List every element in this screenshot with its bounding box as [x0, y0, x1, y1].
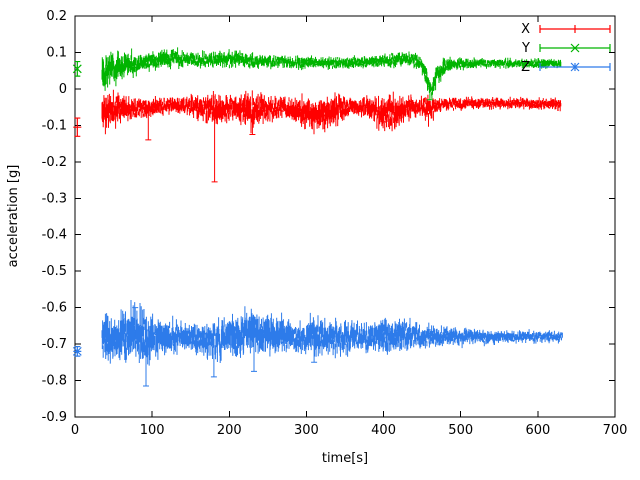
legend-sample-Z — [539, 62, 611, 72]
y-tick-label: 0.2 — [46, 9, 67, 24]
series-Z-spike — [143, 336, 149, 387]
y-tick-label: -0.3 — [42, 191, 67, 206]
series-X-start-point — [73, 117, 82, 137]
series-Y-band — [101, 47, 562, 99]
x-tick-label: 100 — [140, 423, 165, 438]
x-axis-title: time[s] — [322, 451, 368, 466]
series-Y-spike — [426, 88, 433, 101]
series-X-spike — [249, 110, 256, 135]
x-tick-label: 600 — [525, 423, 550, 438]
series-Y-start-point — [72, 60, 82, 77]
y-axis-title: acceleration [g] — [6, 165, 21, 268]
y-tick-label: 0 — [59, 82, 67, 97]
series-X-band — [101, 89, 562, 135]
y-tick-label: 0.1 — [46, 45, 67, 60]
series-Z-spike — [132, 307, 139, 337]
series-X-spike — [211, 110, 218, 183]
series-Z-spike — [251, 333, 257, 372]
axes: 0 100 200 300 400 500 600 700 0.2 0.1 0 -0.1 -0.2 -0.… — [42, 9, 628, 438]
series-Z-band — [101, 300, 563, 366]
y-tick-label: -0.1 — [42, 118, 67, 133]
x-tick-label: 400 — [371, 423, 396, 438]
series-X-spike — [145, 107, 152, 141]
plot-border — [74, 15, 616, 418]
y-tick-label: -0.5 — [42, 264, 67, 279]
legend-label-Z: Z — [521, 60, 530, 75]
y-tick-label: -0.4 — [42, 228, 67, 243]
x-tick-label: 500 — [448, 423, 473, 438]
legend-label-X: X — [521, 22, 530, 37]
x-tick-label: 700 — [603, 423, 628, 438]
legend-label-Y: Y — [521, 41, 530, 56]
x-tick-label: 300 — [294, 423, 319, 438]
y-tick-label: -0.6 — [42, 301, 67, 316]
series-X — [73, 89, 562, 183]
series-Z-start-point — [72, 346, 82, 357]
legend-sample-Y — [539, 43, 611, 53]
y-tick-label: -0.2 — [42, 155, 67, 170]
x-tick-label: 200 — [217, 423, 242, 438]
y-tick-label: -0.8 — [42, 374, 67, 389]
y-tick-label: -0.9 — [42, 410, 67, 425]
legend-sample-X — [539, 25, 611, 33]
y-tick-label: -0.7 — [42, 337, 67, 352]
series-Y — [72, 47, 562, 101]
series-layer — [72, 47, 563, 387]
series-Z-spike — [311, 336, 318, 363]
legend: XYZ — [521, 22, 611, 75]
series-Z-spike — [210, 340, 217, 378]
series-Z — [72, 300, 563, 387]
x-tick-label: 0 — [71, 423, 79, 438]
